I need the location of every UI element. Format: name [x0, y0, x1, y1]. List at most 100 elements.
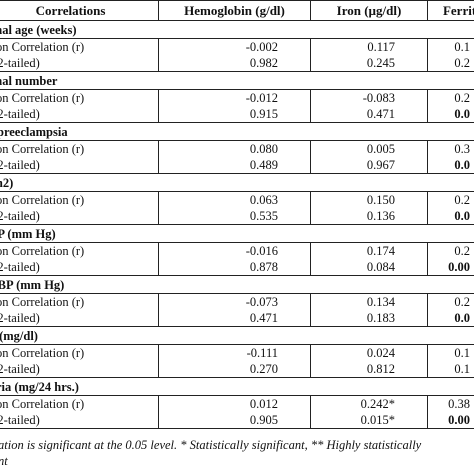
- row-label: . (2-tailed): [0, 259, 159, 276]
- hemoglobin-value: 0.270: [158, 361, 311, 378]
- row-label: . (2-tailed): [0, 55, 159, 72]
- section-header-row: c BP (mm Hg): [0, 275, 474, 294]
- hemoglobin-value: 0.471: [158, 310, 311, 327]
- iron-value: 0.015*: [310, 412, 428, 429]
- hemoglobin-value: -0.016: [158, 242, 311, 259]
- iron-value: 0.812: [310, 361, 428, 378]
- hemoglobin-value: -0.012: [158, 89, 311, 106]
- ferritin-value: 0.1: [427, 361, 474, 378]
- section-header-row: onal number: [0, 71, 474, 90]
- iron-value: 0.136: [310, 208, 428, 225]
- hemoglobin-value: 0.012: [158, 395, 311, 412]
- iron-value: 0.117: [310, 38, 428, 55]
- hemoglobin-value: 0.489: [158, 157, 311, 174]
- row-label: rson Correlation (r): [0, 140, 159, 157]
- iron-value: 0.005: [310, 140, 428, 157]
- table-footnote: ation is significant at the 0.05 level. …: [0, 437, 474, 469]
- header-row: Correlations Hemoglobin (g/dl) Iron (µg/…: [0, 0, 474, 21]
- hemoglobin-value: 0.080: [158, 140, 311, 157]
- hemoglobin-value: -0.002: [158, 38, 311, 55]
- ferritin-value: 0.2: [427, 242, 474, 259]
- section-title: c BP (mm Hg): [0, 275, 474, 294]
- ferritin-value: 0.0: [427, 208, 474, 225]
- iron-value: 0.242*: [310, 395, 428, 412]
- ferritin-value: 0.0: [427, 106, 474, 123]
- hemoglobin-value: 0.915: [158, 106, 311, 123]
- footnote-line-1: ation is significant at the 0.05 level. …: [0, 438, 422, 452]
- row-label: . (2-tailed): [0, 208, 159, 225]
- ferritin-value: 0.2: [427, 293, 474, 310]
- ferritin-value: 0.0: [427, 157, 474, 174]
- header-ferritin: Ferritin: [427, 0, 474, 21]
- ferritin-value: 0.2: [427, 191, 474, 208]
- ferritin-value: 0.2: [427, 55, 474, 72]
- hemoglobin-value: -0.111: [158, 344, 311, 361]
- row-label: rson Correlation (r): [0, 191, 159, 208]
- iron-value: 0.024: [310, 344, 428, 361]
- ferritin-value: 0.0: [427, 310, 474, 327]
- header-correlations: Correlations: [0, 0, 159, 21]
- row-label: rson Correlation (r): [0, 395, 159, 412]
- ferritin-value: 0.3: [427, 140, 474, 157]
- row-label: rson Correlation (r): [0, 89, 159, 106]
- section-header-row: d (mg/dl): [0, 326, 474, 345]
- hemoglobin-value: 0.982: [158, 55, 311, 72]
- correlation-table: Correlations Hemoglobin (g/dl) Iron (µg/…: [0, 0, 474, 429]
- section-title: s preeclampsia: [0, 122, 474, 141]
- ferritin-value: 0.38: [427, 395, 474, 412]
- ferritin-value: 0.2: [427, 89, 474, 106]
- section-header-row: BP (mm Hg): [0, 224, 474, 243]
- section-title: onal age (weeks): [0, 20, 474, 39]
- ferritin-value: 0.1: [427, 38, 474, 55]
- ferritin-value: 0.1: [427, 344, 474, 361]
- iron-value: 0.174: [310, 242, 428, 259]
- section-title: d (mg/dl): [0, 326, 474, 345]
- section-header-row: onal age (weeks): [0, 20, 474, 39]
- row-label: rson Correlation (r): [0, 38, 159, 55]
- section-title: onal number: [0, 71, 474, 90]
- row-label: rson Correlation (r): [0, 242, 159, 259]
- hemoglobin-value: 0.063: [158, 191, 311, 208]
- header-hemoglobin: Hemoglobin (g/dl): [158, 0, 311, 21]
- row-label: . (2-tailed): [0, 157, 159, 174]
- section-header-row: /m2): [0, 173, 474, 192]
- iron-value: 0.084: [310, 259, 428, 276]
- hemoglobin-value: 0.535: [158, 208, 311, 225]
- section-title: uria (mg/24 hrs.): [0, 377, 474, 396]
- row-label: . (2-tailed): [0, 310, 159, 327]
- table-body: onal age (weeks)rson Correlation (r)-0.0…: [0, 20, 474, 429]
- ferritin-value: 0.00: [427, 259, 474, 276]
- iron-value: 0.183: [310, 310, 428, 327]
- iron-value: 0.471: [310, 106, 428, 123]
- iron-value: 0.967: [310, 157, 428, 174]
- row-label: . (2-tailed): [0, 412, 159, 429]
- hemoglobin-value: 0.905: [158, 412, 311, 429]
- iron-value: 0.134: [310, 293, 428, 310]
- section-header-row: s preeclampsia: [0, 122, 474, 141]
- section-title: /m2): [0, 173, 474, 192]
- section-header-row: uria (mg/24 hrs.): [0, 377, 474, 396]
- iron-value: 0.245: [310, 55, 428, 72]
- iron-value: -0.083: [310, 89, 428, 106]
- ferritin-value: 0.00: [427, 412, 474, 429]
- footnote-line-2: nt: [0, 454, 8, 468]
- row-label: . (2-tailed): [0, 361, 159, 378]
- section-title: BP (mm Hg): [0, 224, 474, 243]
- hemoglobin-value: -0.073: [158, 293, 311, 310]
- row-label: rson Correlation (r): [0, 293, 159, 310]
- iron-value: 0.150: [310, 191, 428, 208]
